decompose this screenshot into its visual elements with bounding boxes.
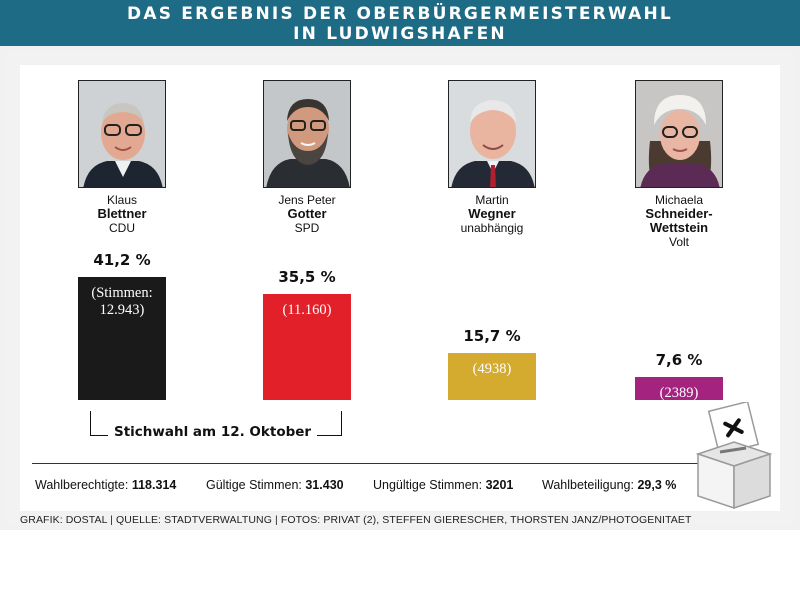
stat-label: Wahlberechtigte: (35, 478, 129, 492)
title-line-1: DAS ERGEBNIS DER OBERBÜRGERMEISTERWAHL (127, 4, 673, 24)
last-name-2: Wettstein (649, 220, 709, 235)
ballot-box-icon (695, 402, 773, 510)
vote-line-1: (2389) (659, 385, 699, 401)
candidate-photo-schneider-wettstein (635, 80, 723, 188)
bar-percent-label: 41,2 % (93, 251, 151, 269)
first-name: Martin (475, 193, 509, 207)
divider (32, 463, 700, 464)
bar-percent-label: 7,6 % (655, 351, 703, 369)
last-name: Gotter (287, 206, 327, 221)
stat-eligible: Wahlberechtigte: 118.314 (35, 478, 176, 492)
source-credit: GRAFIK: DOSTAL | QUELLE: STADTVERWALTUNG… (20, 514, 692, 526)
stat-label: Ungültige Stimmen: (373, 478, 483, 492)
bar-1 (78, 277, 166, 400)
candidate-photo-wegner (448, 80, 536, 188)
bar-vote-label: (11.160) (263, 302, 351, 319)
stat-turnout: Wahlbeteiligung: 29,3 % (542, 478, 676, 492)
chart-title: DAS ERGEBNIS DER OBERBÜRGERMEISTERWAHL I… (0, 0, 800, 46)
stat-label: Wahlbeteiligung: (542, 478, 634, 492)
bar-3 (448, 353, 536, 400)
stat-value: 118.314 (131, 478, 177, 492)
bar-4 (635, 377, 723, 400)
bar-2 (263, 294, 351, 400)
runoff-label: Stichwahl am 12. Oktober (108, 424, 318, 440)
vote-line-1: (11.160) (282, 302, 332, 318)
candidate-name-gotter: Jens Peter Gotter SPD (242, 193, 372, 235)
candidate-name-schneider-wettstein: Michaela Schneider- Wettstein Volt (614, 193, 744, 249)
bar-vote-label: (4938) (448, 361, 536, 378)
party: unabhängig (460, 221, 524, 235)
vote-line-1: (4938) (472, 361, 512, 377)
bar-vote-label: (Stimmen: 12.943) (78, 285, 166, 319)
candidate-name-blettner: Klaus Blettner CDU (57, 193, 187, 235)
stat-value: 29,3 % (637, 478, 677, 492)
last-name: Blettner (97, 206, 147, 221)
first-name: Klaus (106, 193, 138, 207)
first-name: Michaela (654, 193, 704, 207)
vote-line-1: (Stimmen: (91, 285, 153, 301)
candidate-name-wegner: Martin Wegner unabhängig (427, 193, 557, 235)
stat-valid: Gültige Stimmen: 31.430 (206, 478, 344, 492)
stat-value: 3201 (485, 478, 514, 492)
party: CDU (109, 221, 135, 235)
stat-invalid: Ungültige Stimmen: 3201 (373, 478, 513, 492)
candidate-photo-blettner (78, 80, 166, 188)
vote-line-2: 12.943) (99, 302, 145, 318)
bar-percent-label: 35,5 % (278, 268, 336, 286)
candidate-photo-gotter (263, 80, 351, 188)
party: SPD (294, 221, 320, 235)
stat-label: Gültige Stimmen: (206, 478, 302, 492)
bar-vote-label: (2389) (635, 385, 723, 402)
last-name: Wegner (468, 206, 516, 221)
party: Volt (668, 235, 689, 249)
last-name: Schneider- (645, 206, 713, 221)
bar-percent-label: 15,7 % (463, 327, 521, 345)
stat-value: 31.430 (305, 478, 344, 492)
title-line-2: IN LUDWIGSHAFEN (293, 24, 507, 44)
first-name: Jens Peter (278, 193, 336, 207)
